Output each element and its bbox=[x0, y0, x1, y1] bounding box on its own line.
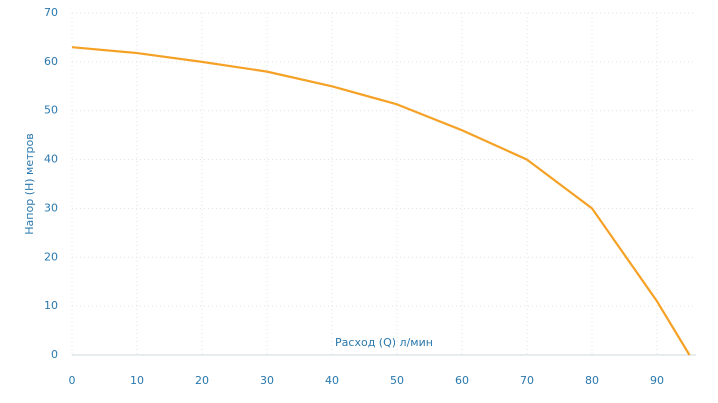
x-tick-label: 20 bbox=[195, 374, 209, 387]
line bbox=[71, 46, 691, 356]
y-tick-label: 10 bbox=[44, 299, 58, 312]
y-tick-label: 20 bbox=[44, 250, 58, 263]
y-tick-label: 50 bbox=[44, 104, 58, 117]
x-tick-label: 70 bbox=[520, 374, 534, 387]
y-tick-label: 30 bbox=[44, 201, 58, 214]
x-tick-label: 90 bbox=[650, 374, 664, 387]
y-tick-label: 70 bbox=[44, 6, 58, 19]
x-axis-label: Расход (Q) л/мин bbox=[335, 336, 433, 349]
x-tick-label: 40 bbox=[325, 374, 339, 387]
x-tick-label: 30 bbox=[260, 374, 274, 387]
x-tick-label: 10 bbox=[130, 374, 144, 387]
x-tick-label: 80 bbox=[585, 374, 599, 387]
y-tick-label: 40 bbox=[44, 153, 58, 166]
x-tick-label: 0 bbox=[69, 374, 76, 387]
y-tick-label: 0 bbox=[51, 348, 58, 361]
y-axis-label: Напор (H) метров bbox=[23, 133, 36, 234]
y-tick-label: 60 bbox=[44, 55, 58, 68]
x-tick-label: 60 bbox=[455, 374, 469, 387]
x-tick-label: 50 bbox=[390, 374, 404, 387]
